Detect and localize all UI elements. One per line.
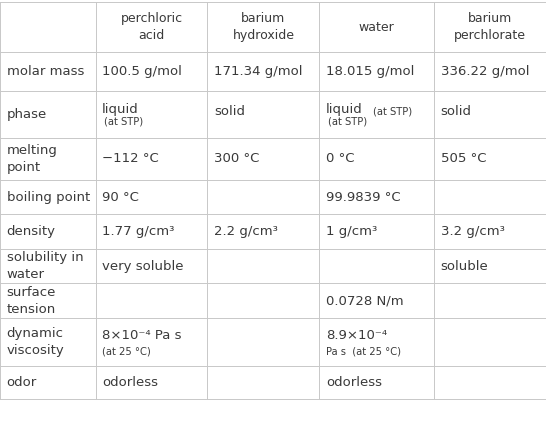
Text: boiling point: boiling point	[7, 191, 90, 204]
Text: 18.015 g/mol: 18.015 g/mol	[326, 65, 414, 78]
Text: (at STP): (at STP)	[373, 107, 412, 117]
Text: dynamic
viscosity: dynamic viscosity	[7, 327, 64, 357]
Text: 3.2 g/cm³: 3.2 g/cm³	[441, 225, 505, 238]
Text: liquid: liquid	[326, 103, 363, 116]
Text: molar mass: molar mass	[7, 65, 84, 78]
Text: −112 °C: −112 °C	[102, 153, 159, 165]
Text: soluble: soluble	[441, 260, 488, 273]
Text: solid: solid	[441, 105, 472, 118]
Text: barium
hydroxide: barium hydroxide	[233, 12, 294, 42]
Text: odorless: odorless	[326, 376, 382, 389]
Text: barium
perchlorate: barium perchlorate	[454, 12, 526, 42]
Text: 505 °C: 505 °C	[441, 153, 486, 165]
Text: water: water	[359, 21, 395, 34]
Text: 336.22 g/mol: 336.22 g/mol	[441, 65, 529, 78]
Text: (at 25 °C): (at 25 °C)	[102, 347, 151, 357]
Text: (at STP): (at STP)	[328, 116, 367, 126]
Text: (at STP): (at STP)	[104, 116, 144, 126]
Text: solid: solid	[214, 105, 245, 118]
Text: melting
point: melting point	[7, 144, 57, 174]
Text: 2.2 g/cm³: 2.2 g/cm³	[214, 225, 278, 238]
Text: 100.5 g/mol: 100.5 g/mol	[102, 65, 182, 78]
Text: liquid: liquid	[102, 103, 139, 116]
Text: Pa s  (at 25 °C): Pa s (at 25 °C)	[326, 347, 401, 357]
Text: 1 g/cm³: 1 g/cm³	[326, 225, 377, 238]
Text: 8×10⁻⁴ Pa s: 8×10⁻⁴ Pa s	[102, 329, 182, 342]
Text: 99.9839 °C: 99.9839 °C	[326, 191, 401, 204]
Text: density: density	[7, 225, 56, 238]
Text: phase: phase	[7, 108, 47, 121]
Text: 8.9×10⁻⁴: 8.9×10⁻⁴	[326, 329, 387, 342]
Text: very soluble: very soluble	[102, 260, 183, 273]
Text: 90 °C: 90 °C	[102, 191, 139, 204]
Text: 171.34 g/mol: 171.34 g/mol	[214, 65, 302, 78]
Text: odorless: odorless	[102, 376, 158, 389]
Text: 0 °C: 0 °C	[326, 153, 354, 165]
Text: 0.0728 N/m: 0.0728 N/m	[326, 294, 403, 307]
Text: odor: odor	[7, 376, 37, 389]
Text: 1.77 g/cm³: 1.77 g/cm³	[102, 225, 175, 238]
Text: solubility in
water: solubility in water	[7, 251, 83, 281]
Text: perchloric
acid: perchloric acid	[121, 12, 182, 42]
Text: 300 °C: 300 °C	[214, 153, 259, 165]
Text: surface
tension: surface tension	[7, 286, 56, 316]
